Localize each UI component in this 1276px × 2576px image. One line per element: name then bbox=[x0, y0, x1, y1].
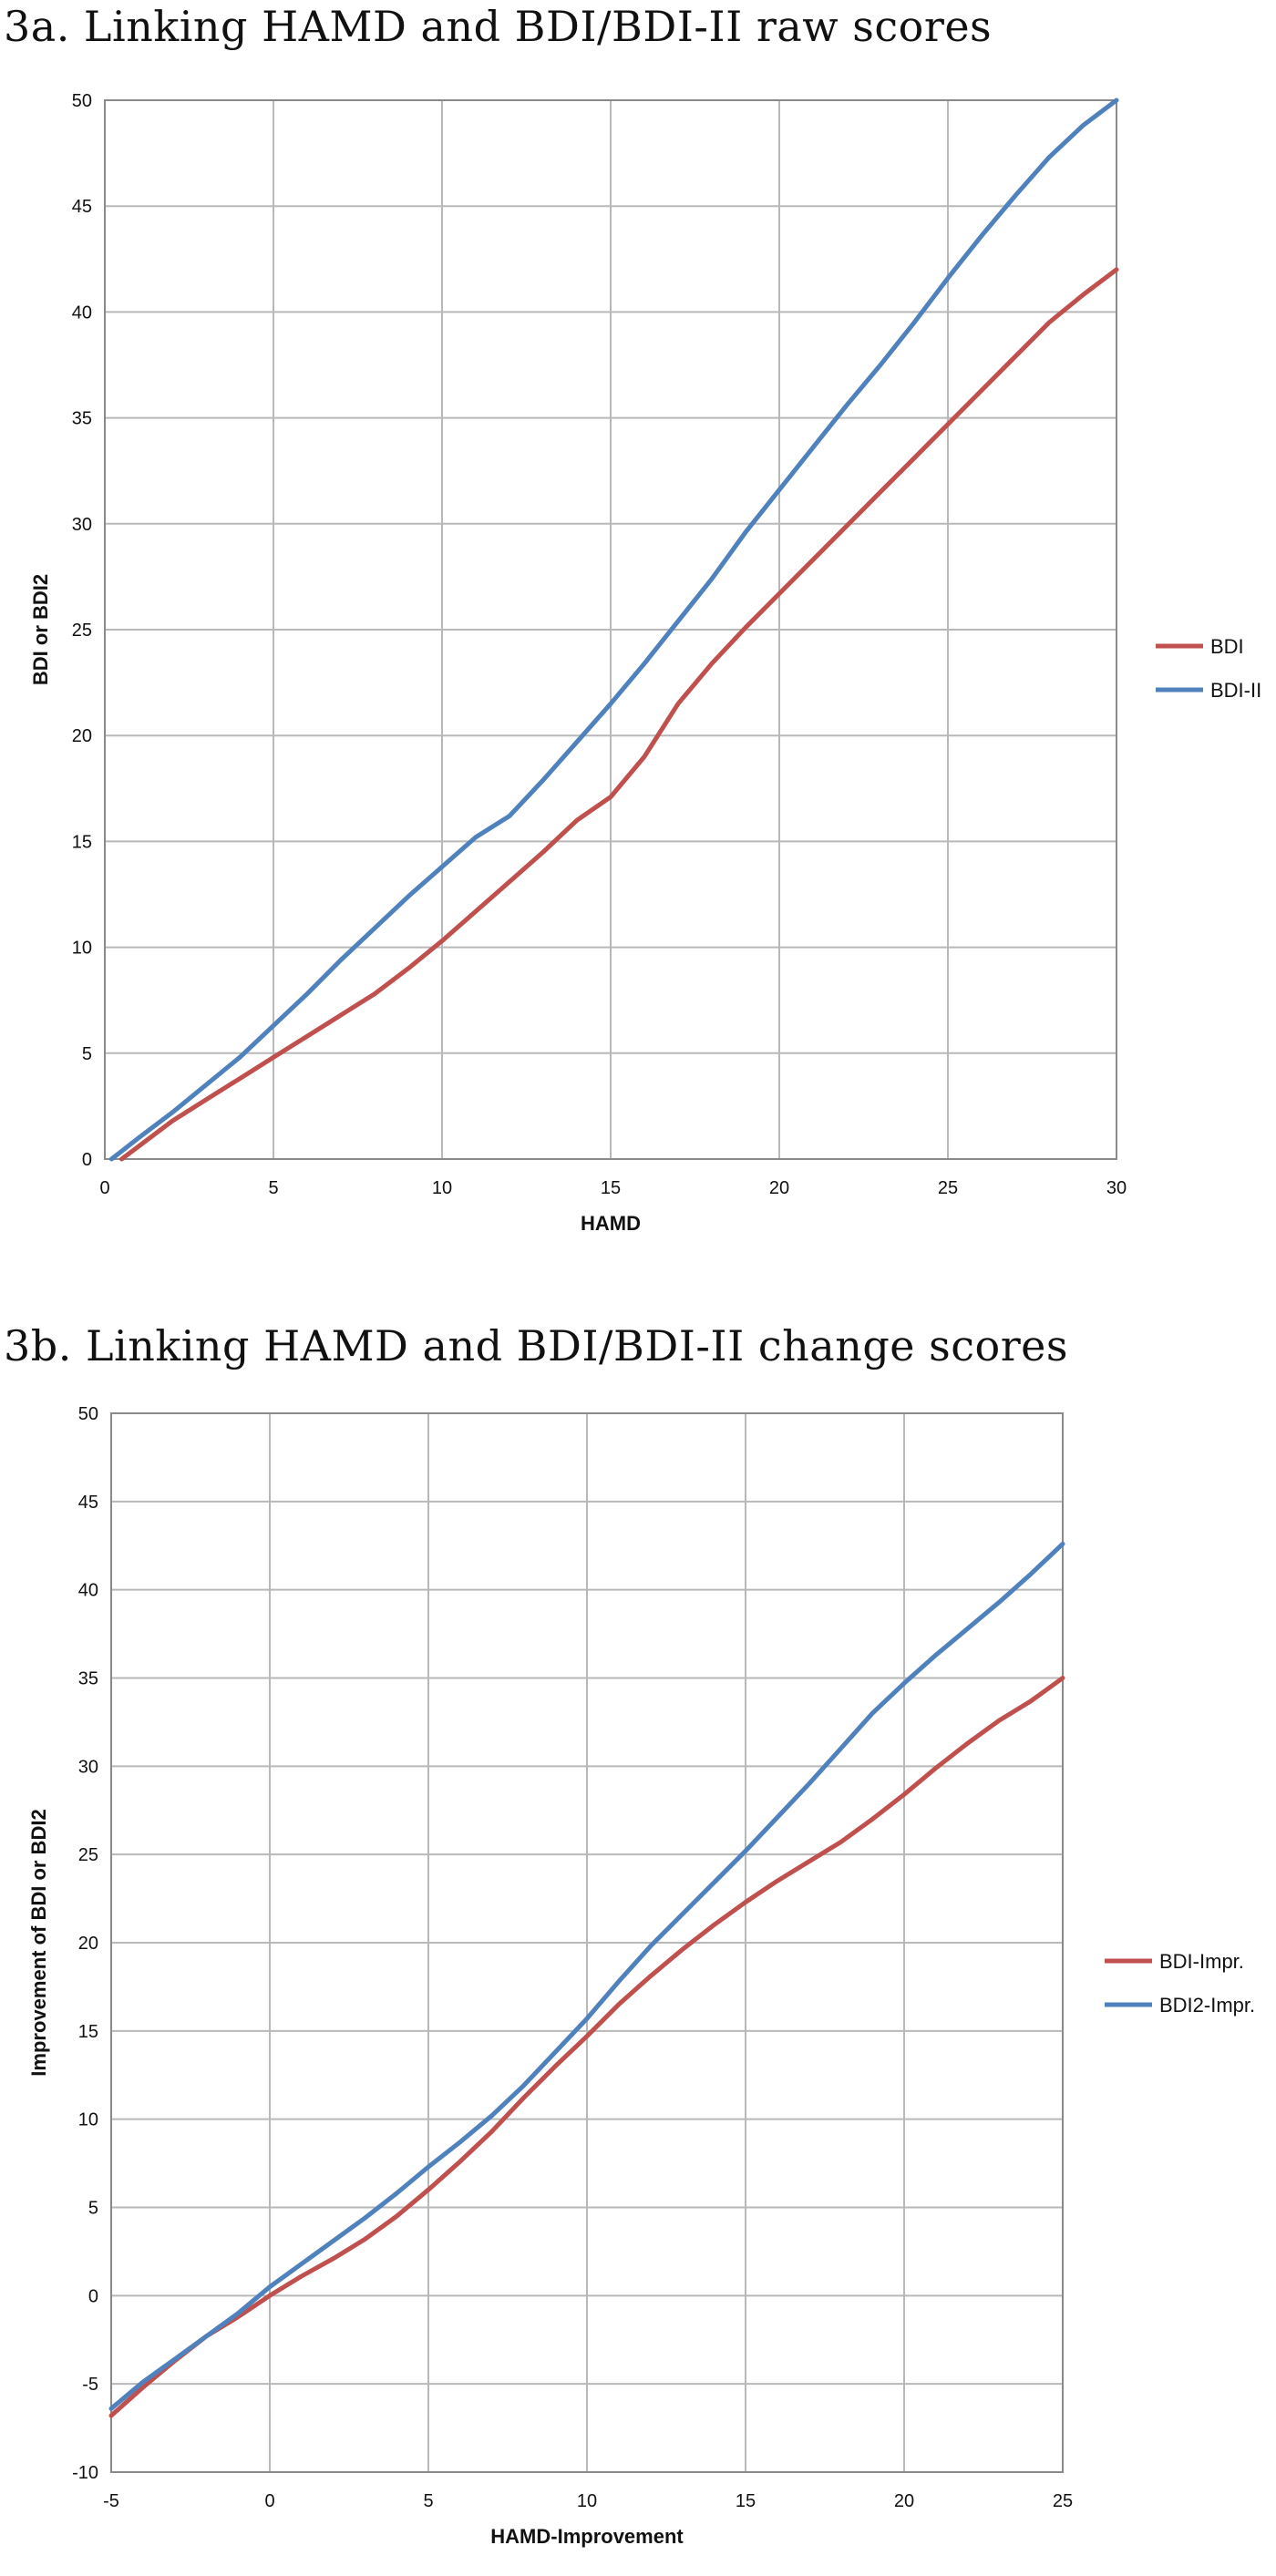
chart-a-xtick-label-4: 20 bbox=[769, 1178, 789, 1198]
chart-b-xtick-label-6: 25 bbox=[1053, 2491, 1073, 2511]
chart-a: 0 5 10 15 20 25 30 0 5 10 15 20 25 30 35 40 45 50 HAMD BDI … bbox=[29, 91, 1261, 1235]
chart-b-grid bbox=[110, 1412, 1064, 2473]
chart-a-ytick-label-4: 20 bbox=[72, 726, 92, 746]
chart-b-ytick-label-12: 50 bbox=[78, 1404, 98, 1424]
chart-b-xtick-label-4: 15 bbox=[736, 2491, 756, 2511]
chart-a-legend-label-1: BDI-II bbox=[1210, 679, 1261, 702]
chart-a-ytick-label-9: 45 bbox=[72, 197, 92, 217]
chart-b-legend: BDI-Impr. BDI2-Impr. bbox=[1105, 1950, 1255, 2017]
chart-b-series-line-1 bbox=[108, 1541, 1065, 2411]
chart-a-xtick-label-5: 25 bbox=[938, 1178, 958, 1198]
chart-b-xaxis-label: HAMD-Improvement bbox=[490, 2525, 684, 2548]
chart-b-ytick-label-5: 15 bbox=[78, 2022, 98, 2042]
chart-b-xtick-label-1: 0 bbox=[264, 2491, 274, 2511]
chart-b-xtick-label-3: 10 bbox=[577, 2491, 597, 2511]
chart-a-xtick-label-1: 5 bbox=[268, 1178, 278, 1198]
chart-a-ytick-label-10: 50 bbox=[72, 91, 92, 111]
chart-a-legend: BDI BDI-II bbox=[1156, 635, 1261, 702]
chart-a-xtick-label-2: 10 bbox=[432, 1178, 452, 1198]
chart-b-ytick-label-4: 10 bbox=[78, 2110, 98, 2130]
chart-b-xtick-label-2: 5 bbox=[423, 2491, 433, 2511]
chart-a-legend-label-0: BDI bbox=[1210, 635, 1244, 658]
chart-b-legend-label-1: BDI2-Impr. bbox=[1159, 1994, 1255, 2017]
chart-b-title: 3b. Linking HAMD and BDI/BDI-II change s… bbox=[4, 1321, 1069, 1370]
chart-b-plot-frame bbox=[110, 1412, 1064, 2473]
chart-a-xtick-label-3: 15 bbox=[601, 1178, 621, 1198]
chart-b-yaxis-label: Improvement of BDI or BDI2 bbox=[27, 1809, 50, 2076]
chart-a-ytick-label-8: 40 bbox=[72, 303, 92, 323]
chart-b-ytick-label-3: 5 bbox=[88, 2199, 98, 2219]
chart-a-xtick-label-6: 30 bbox=[1106, 1178, 1127, 1198]
chart-b-ytick-label-2: 0 bbox=[88, 2286, 98, 2306]
chart-b-ytick-label-0: -10 bbox=[72, 2463, 98, 2483]
chart-a-yaxis-label: BDI or BDI2 bbox=[29, 574, 52, 685]
chart-a-series-line-0 bbox=[119, 267, 1119, 1162]
chart-b-ytick-label-1: -5 bbox=[82, 2375, 98, 2395]
chart-a-ytick-label-1: 5 bbox=[82, 1044, 92, 1064]
chart-b-ytick-label-10: 40 bbox=[78, 1581, 98, 1601]
chart-a-ytick-label-6: 30 bbox=[72, 515, 92, 535]
chart-b-ytick-label-11: 45 bbox=[78, 1493, 98, 1513]
chart-b-ytick-label-8: 30 bbox=[78, 1757, 98, 1777]
chart-a-ytick-label-5: 25 bbox=[72, 621, 92, 641]
chart-b-ytick-label-7: 25 bbox=[78, 1845, 98, 1865]
chart-b-xtick-label-5: 20 bbox=[894, 2491, 914, 2511]
chart-a-ytick-label-2: 10 bbox=[72, 939, 92, 959]
chart-b-series-line-0 bbox=[108, 1676, 1065, 2418]
chart-a-ytick-label-0: 0 bbox=[82, 1150, 92, 1170]
chart-b-legend-label-0: BDI-Impr. bbox=[1159, 1950, 1244, 1973]
chart-a-title: 3a. Linking HAMD and BDI/BDI-II raw scor… bbox=[4, 2, 993, 51]
chart-a-series-line-1 bbox=[108, 97, 1119, 1162]
chart-a-xtick-label-0: 0 bbox=[99, 1178, 109, 1198]
chart-b-ytick-label-6: 20 bbox=[78, 1934, 98, 1954]
chart-a-ytick-label-3: 15 bbox=[72, 832, 92, 852]
chart-a-ytick-label-7: 35 bbox=[72, 409, 92, 429]
chart-b-xtick-label-0: -5 bbox=[103, 2491, 119, 2511]
chart-a-plot-frame bbox=[104, 99, 1117, 1160]
chart-a-xaxis-label: HAMD bbox=[581, 1212, 641, 1235]
chart-b-ytick-label-9: 35 bbox=[78, 1669, 98, 1689]
